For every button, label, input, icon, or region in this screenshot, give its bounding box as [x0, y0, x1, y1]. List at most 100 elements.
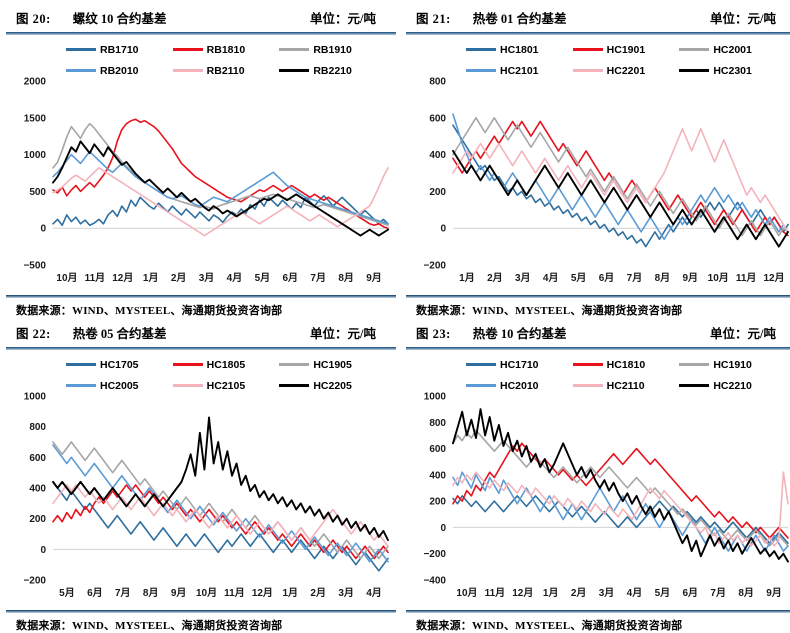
x-axis-tick-label: 5月: [571, 272, 587, 284]
panel-title-row: 图 22: 热卷 05 合约基差 单位：元/吨: [6, 319, 396, 347]
series-line-hc1901: [452, 120, 789, 237]
x-axis-tick-label: 2月: [171, 272, 187, 284]
panel-footer: 数据来源：WIND、MYSTEEL、海通期货投资咨询部: [6, 295, 396, 318]
series-line-hc1801: [452, 124, 789, 248]
plot-area: 1000 800 600 400 200 0 −200 5月 6月 7月 8月 9月 10月 11月 12月…: [6, 350, 396, 610]
figure-number: 图 23:: [416, 327, 451, 341]
chart-panel-22: 图 22: 热卷 05 合约基差 单位：元/吨 HC1705 HC1805 HC19…: [6, 319, 396, 633]
x-axis-tick-label: 4月: [543, 272, 559, 284]
series-line-hc2010: [452, 471, 789, 552]
unit-label: 单位：元/吨: [710, 12, 776, 26]
x-axis-tick-label: 2月: [487, 272, 503, 284]
plot-body: HC1801 HC1901 HC2001 HC2101 HC2201 HC2301 800…: [406, 35, 790, 295]
title-divider: [6, 347, 396, 350]
panel-footer: 数据来源：WIND、MYSTEEL、海通期货投资咨询部: [6, 610, 396, 633]
title-divider: [406, 347, 790, 350]
series-line-rb1810: [52, 118, 389, 229]
x-axis-tick-label: 8月: [143, 587, 159, 599]
y-axis-tick-label: 1000: [24, 392, 47, 403]
page-title: 螺纹 10 合约基差: [72, 12, 167, 26]
x-axis-tick-label: 12月: [252, 587, 273, 599]
plot-body: RB1710 RB1810 RB1910 RB2010 RB2110 RB2210 200…: [6, 35, 396, 295]
x-axis-tick-label: 1月: [143, 272, 159, 284]
x-axis-tick-label: 10月: [56, 272, 77, 284]
footer-divider: [6, 295, 396, 298]
page-title: 热卷 01 合约基差: [472, 12, 567, 26]
series-line-hc2210: [452, 408, 789, 563]
page-title: 热卷 10 合约基差: [472, 327, 567, 341]
x-axis-tick-label: 9月: [366, 272, 382, 284]
source-note: 数据来源：WIND、MYSTEEL、海通期货投资咨询部: [16, 305, 283, 317]
unit-label: 单位：元/吨: [310, 12, 376, 26]
series-line-hc2005: [52, 444, 389, 563]
series-line-hc1910: [452, 429, 789, 547]
x-axis-tick-label: 12月: [763, 272, 784, 284]
x-axis-tick-label: 6月: [283, 272, 299, 284]
y-axis-tick-label: 400: [29, 484, 46, 495]
y-axis-tick-label: 600: [429, 113, 446, 124]
y-axis-tick-label: 600: [29, 453, 46, 464]
y-axis-tick-label: 1500: [24, 113, 47, 124]
plot-area: 1000 800 600 400 200 0 −200 −400 10月 11月 12月 1月 2月 3月…: [406, 350, 790, 610]
figure-number: 图 20:: [16, 12, 51, 26]
series-line-hc2001: [452, 117, 789, 237]
source-note: 数据来源：WIND、MYSTEEL、海通期货投资咨询部: [16, 620, 283, 632]
series-line-hc2301: [452, 149, 789, 248]
panel-title-row: 图 21: 热卷 01 合约基差 单位：元/吨: [406, 4, 790, 32]
x-axis-tick-label: 7月: [627, 272, 643, 284]
y-axis-tick-label: 200: [29, 514, 46, 525]
footer-divider: [6, 610, 396, 613]
series-line-hc2110: [452, 471, 789, 547]
y-axis-tick-label: 200: [429, 187, 446, 198]
chart-panel-20: 图 20: 螺纹 10 合约基差 单位：元/吨 RB1710 RB1810 RB19…: [6, 4, 396, 318]
x-axis-tick-label: 12月: [112, 272, 133, 284]
x-axis-tick-label: 5月: [655, 587, 671, 599]
x-axis-tick-label: 10月: [196, 587, 217, 599]
x-axis-tick-label: 6月: [683, 587, 699, 599]
y-axis-tick-label: 1000: [424, 392, 447, 403]
series-line-hc2205: [52, 416, 389, 542]
y-axis-tick-label: −500: [23, 261, 46, 272]
panel-footer: 数据来源：WIND、MYSTEEL、海通期货投资咨询部: [406, 610, 790, 633]
series-line-rb2010: [52, 150, 389, 225]
x-axis-tick-label: 1月: [459, 272, 475, 284]
series-line-hc2201: [452, 128, 789, 233]
x-axis-tick-label: 9月: [766, 587, 782, 599]
x-axis-tick-label: 12月: [512, 587, 533, 599]
x-axis-tick-label: 3月: [199, 272, 215, 284]
chart-panel-23: 图 23: 热卷 10 合约基差 单位：元/吨 HC1710 HC1810 HC19…: [406, 319, 790, 633]
plot-area: 800 600 400 200 0 −200 1月 2月 3月 4月 5月 6月 7月 8月 9月 10月 11…: [406, 35, 790, 295]
panel-title-row: 图 20: 螺纹 10 合约基差 单位：元/吨: [6, 4, 396, 32]
x-axis-tick-label: 11月: [736, 272, 757, 284]
y-axis-tick-label: 2000: [24, 77, 47, 88]
title-divider: [406, 32, 790, 35]
x-axis-tick-label: 8月: [338, 272, 354, 284]
x-axis-tick-label: 9月: [683, 272, 699, 284]
x-axis-tick-label: 11月: [224, 587, 245, 599]
series-line-hc1710: [452, 495, 789, 544]
series-line-hc2101: [452, 113, 785, 241]
x-axis-tick-label: 10月: [456, 587, 477, 599]
x-axis-tick-label: 2月: [310, 587, 326, 599]
chart-svg: 1000 800 600 400 200 0 −200 −400 10月 11月 12月 1月 2月 3月…: [423, 392, 789, 599]
chart-svg: 1000 800 600 400 200 0 −200 5月 6月 7月 8月 9月 10月 11月 12月…: [23, 392, 389, 599]
footer-divider: [406, 295, 790, 298]
y-axis-tick-label: 0: [440, 523, 446, 534]
y-axis-tick-label: −200: [23, 576, 46, 587]
y-axis-tick-label: 600: [429, 444, 446, 455]
unit-label: 单位：元/吨: [310, 327, 376, 341]
unit-label: 单位：元/吨: [710, 327, 776, 341]
y-axis-tick-label: 400: [429, 470, 446, 481]
x-axis-tick-label: 3月: [338, 587, 354, 599]
x-axis-tick-label: 4月: [227, 272, 243, 284]
source-note: 数据来源：WIND、MYSTEEL、海通期货投资咨询部: [416, 305, 683, 317]
x-axis-tick-label: 6月: [87, 587, 103, 599]
series-line-hc1705: [52, 481, 389, 572]
x-axis-tick-label: 4月: [366, 587, 382, 599]
x-axis-tick-label: 7月: [115, 587, 131, 599]
x-axis-tick-label: 2月: [571, 587, 587, 599]
plot-body: HC1705 HC1805 HC1905 HC2005 HC2105 HC2205 100…: [6, 350, 396, 610]
series-line-rb2210: [52, 140, 389, 237]
x-axis-tick-label: 7月: [310, 272, 326, 284]
y-axis-tick-label: −400: [423, 576, 446, 587]
